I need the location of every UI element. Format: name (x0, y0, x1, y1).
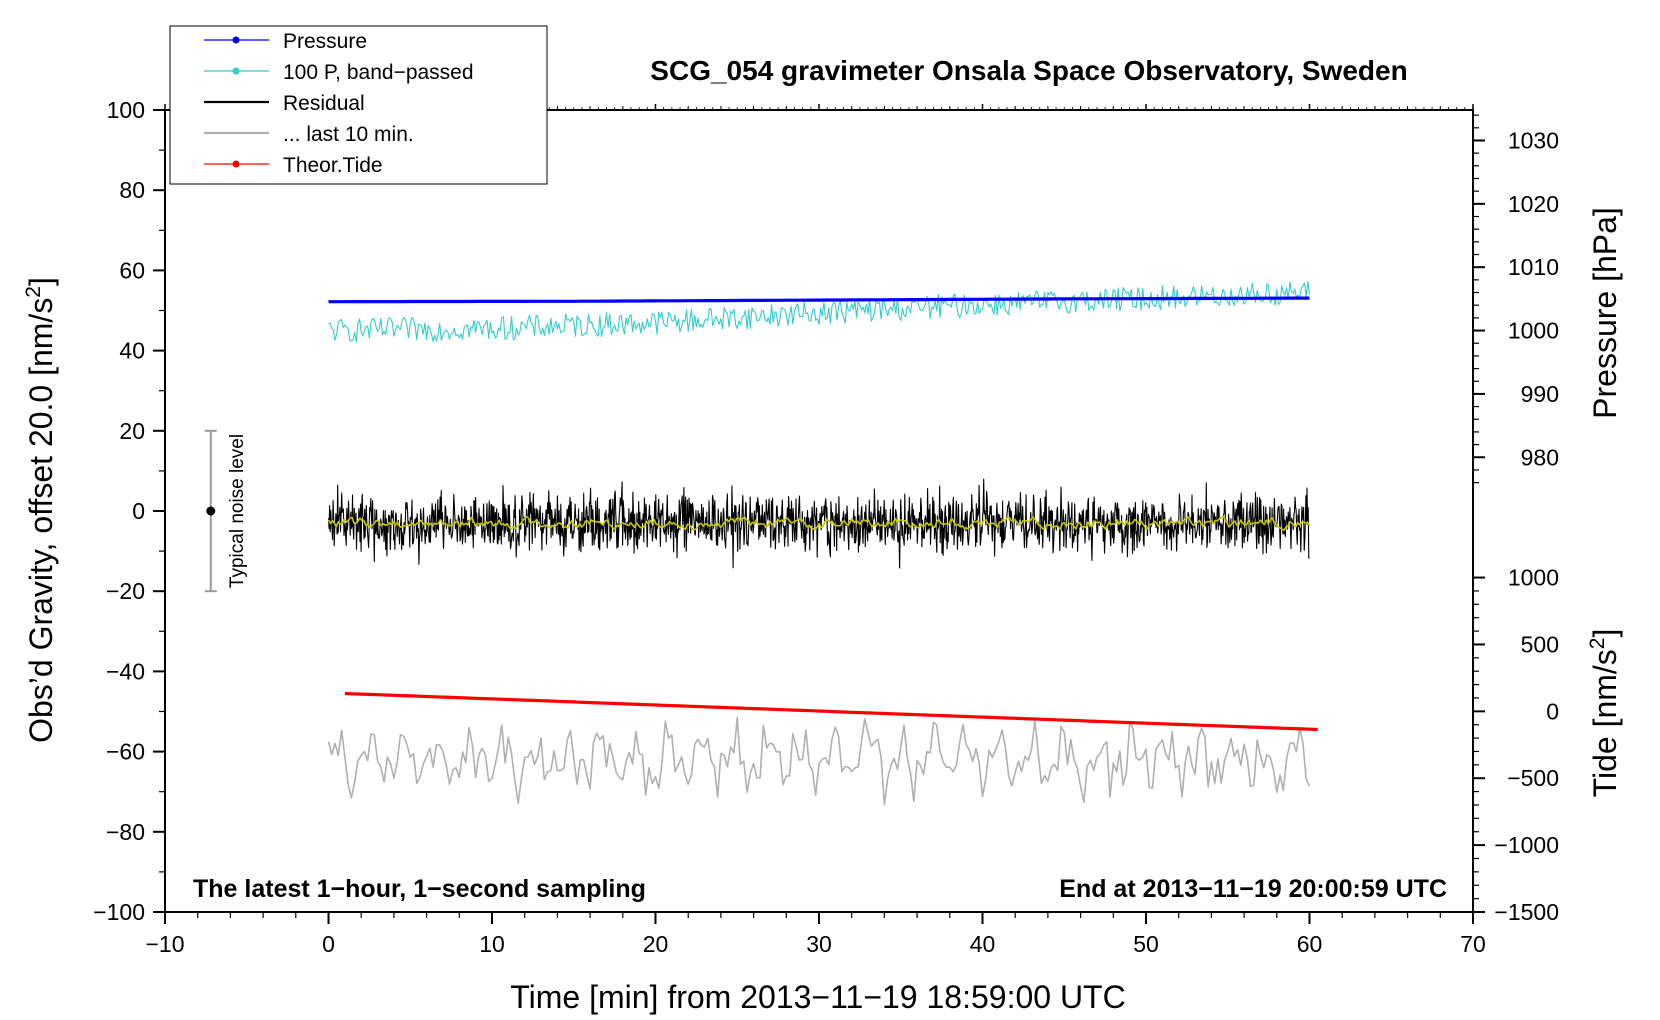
x-tick-label: 70 (1460, 931, 1486, 957)
y-axis-tide: −1500 −1000 −500 0 500 1000 (1473, 565, 1559, 925)
legend-marker-bandpassed (232, 67, 240, 75)
tide-tick-label: 0 (1546, 698, 1559, 724)
x-tick-label: 20 (643, 931, 669, 957)
pressure-tick-label: 1030 (1508, 127, 1559, 153)
x-tick-label: 30 (806, 931, 832, 957)
y-tick-label: 80 (119, 177, 145, 203)
series-line-residual-smoothed (327, 515, 1311, 531)
y-tick-label: 0 (132, 498, 145, 524)
y-tick-label: −20 (106, 578, 145, 604)
y-tick-label: 40 (119, 338, 145, 364)
legend-label-pressure: Pressure (283, 30, 367, 53)
series-line-last-10-min (327, 716, 1311, 806)
y-tick-label: 60 (119, 257, 145, 283)
y-axis-pressure: 980 990 1000 1010 1020 1030 (1473, 114, 1559, 484)
series-layer (327, 280, 1318, 806)
legend-label-bandpassed: 100 P, band−passed (283, 61, 474, 84)
y-axis-label-pressure: Pressure [hPa] (1587, 207, 1623, 419)
legend-marker-tide (232, 160, 240, 168)
tide-tick-label: −1500 (1494, 899, 1559, 925)
x-tick-label: 50 (1133, 931, 1159, 957)
y-axis-left: −100 −80 −60 −40 −20 0 20 40 60 80 100 (93, 97, 165, 925)
y-axis-label-tide: Tide [nm/s2] (1586, 629, 1623, 798)
pressure-tick-label: 1020 (1508, 191, 1559, 217)
pressure-tick-label: 990 (1521, 381, 1559, 407)
y-tick-label: −40 (106, 658, 145, 684)
legend-label-last10: ... last 10 min. (283, 123, 414, 146)
tide-tick-label: −1000 (1494, 832, 1559, 858)
x-tick-label: 0 (322, 931, 335, 957)
pressure-tick-label: 1000 (1508, 318, 1559, 344)
pressure-tick-label: 980 (1521, 444, 1559, 470)
tide-tick-label: −500 (1507, 765, 1559, 791)
chart-title: SCG_054 gravimeter Onsala Space Observat… (650, 55, 1407, 86)
annotation-bottom-right: End at 2013−11−19 20:00:59 UTC (1059, 875, 1447, 903)
series-line-100-p-band-passed (328, 280, 1311, 343)
noise-level-bar: Typical noise level (204, 429, 248, 593)
tide-tick-label: 500 (1521, 631, 1559, 657)
legend-label-residual: Residual (283, 92, 365, 115)
legend: Pressure 100 P, band−passed Residual ...… (169, 25, 548, 185)
x-axis-label: Time [min] from 2013−11−19 18:59:00 UTC (510, 979, 1125, 1015)
noise-bar-label: Typical noise level (227, 434, 248, 588)
x-tick-label: 40 (970, 931, 996, 957)
series-line-theor-tide (344, 691, 1318, 732)
tide-tick-label: 1000 (1508, 565, 1559, 591)
pressure-tick-label: 1010 (1508, 254, 1559, 280)
y-axis-label-left: Obs’d Gravity, offset 20.0 [nm/s2] (22, 277, 59, 743)
noise-bar-center-dot (206, 506, 216, 516)
x-tick-label: 60 (1297, 931, 1323, 957)
legend-marker-pressure (232, 36, 240, 44)
y-tick-label: −100 (93, 899, 145, 925)
x-tick-label: 10 (479, 931, 505, 957)
y-tick-label: −80 (106, 819, 145, 845)
annotation-bottom-left: The latest 1−hour, 1−second sampling (193, 875, 646, 903)
x-tick-label: −10 (145, 931, 184, 957)
legend-box (169, 25, 548, 185)
y-tick-label: 100 (107, 97, 145, 123)
series-line-pressure (328, 296, 1310, 304)
y-tick-label: 20 (119, 418, 145, 444)
y-tick-label: −60 (106, 739, 145, 765)
legend-label-tide: Theor.Tide (283, 154, 383, 177)
